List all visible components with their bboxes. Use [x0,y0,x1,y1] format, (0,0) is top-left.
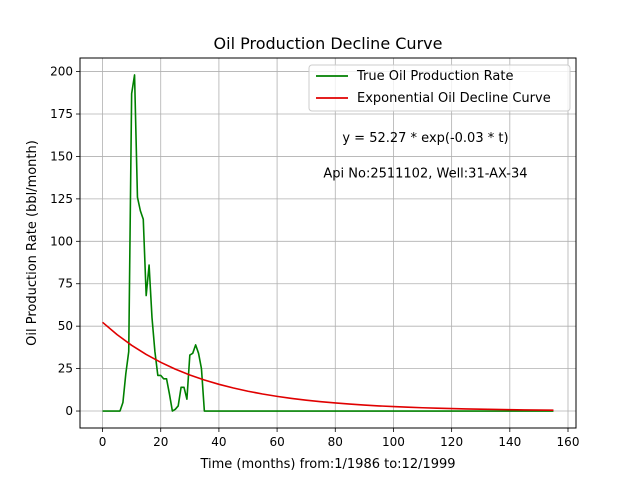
legend-box [308,64,571,112]
x-tick-label: 140 [498,435,521,449]
annotations: y = 52.27 * exp(-0.03 * t) Api No:2511102… [323,131,527,182]
y-tick-label: 0 [65,404,73,418]
y-tick-label: 75 [58,277,73,291]
y-tick-label: 150 [50,149,73,163]
series-line-2 [102,321,554,411]
annotation-text: Api No:2511102, Well:31-AX-34 [323,166,527,181]
x-tick-label: 20 [153,435,168,449]
x-tick-label: 0 [99,435,107,449]
y-tick-label: 100 [50,234,73,248]
plot-frame [79,57,577,429]
y-tick-label: 175 [50,107,73,121]
series-layer [102,74,554,412]
y-axis-label: Oil Production Rate (bbl/month) [25,140,40,346]
y-tick-label: 125 [50,192,73,206]
x-tick-label: 120 [440,435,463,449]
annotation-text: y = 52.27 * exp(-0.03 * t) [342,131,508,146]
x-tick-label: 80 [328,435,343,449]
legend-label: Exponential Oil Decline Curve [357,91,551,106]
legend: True Oil Production Rate Exponential Oil … [308,64,571,112]
y-tick-label: 25 [58,362,73,376]
chart-title: Oil Production Decline Curve [214,34,443,53]
x-axis-ticks: 0 20 40 60 80 100 120 140 160 [99,428,580,449]
legend-label: True Oil Production Rate [356,69,513,84]
y-tick-label: 200 [50,65,73,79]
x-tick-label: 160 [557,435,580,449]
y-tick-label: 50 [58,319,73,333]
x-axis-label: Time (months) from:1/1986 to:12/1999 [199,457,455,472]
series-line-1 [102,74,554,412]
x-tick-label: 60 [269,435,284,449]
y-axis-ticks: 0 25 50 75 100 125 150 175 200 [50,65,80,418]
x-tick-label: 40 [211,435,226,449]
x-tick-label: 100 [382,435,405,449]
